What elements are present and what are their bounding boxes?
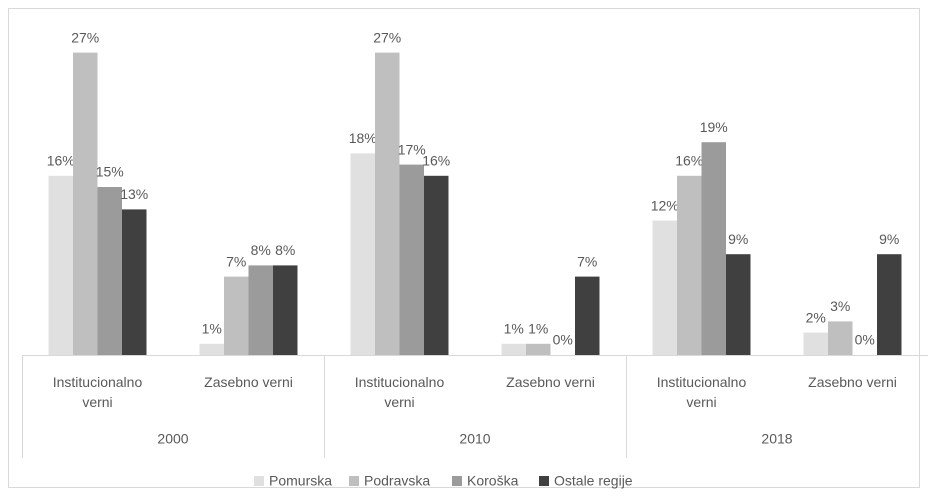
data-label: 0% bbox=[553, 332, 573, 348]
data-label: 1% bbox=[528, 321, 548, 337]
data-label: 7% bbox=[226, 253, 246, 269]
data-label: 7% bbox=[577, 253, 597, 269]
bar bbox=[803, 332, 828, 355]
data-label: 8% bbox=[275, 242, 295, 258]
data-label: 9% bbox=[879, 231, 899, 247]
bar bbox=[726, 254, 751, 355]
legend-swatch bbox=[539, 476, 549, 486]
legend-label: Podravska bbox=[364, 473, 430, 489]
bar bbox=[122, 209, 147, 355]
data-label: 2% bbox=[806, 309, 826, 325]
data-label: 15% bbox=[96, 164, 124, 180]
x-tick-label: Zasebno verni bbox=[808, 374, 897, 390]
data-label: 3% bbox=[830, 298, 850, 314]
legend-swatch bbox=[452, 476, 462, 486]
bar bbox=[652, 220, 677, 355]
bar bbox=[273, 265, 298, 355]
bar bbox=[701, 142, 726, 355]
data-label: 9% bbox=[728, 231, 748, 247]
chart-border bbox=[8, 8, 920, 488]
data-label: 18% bbox=[349, 130, 377, 146]
bar bbox=[73, 52, 98, 355]
x-tick-label: Zasebno verni bbox=[204, 374, 293, 390]
data-label: 19% bbox=[700, 119, 728, 135]
bar bbox=[399, 164, 424, 355]
data-label: 27% bbox=[373, 29, 401, 45]
bar bbox=[828, 321, 853, 355]
legend-label: Koroška bbox=[467, 473, 519, 489]
data-label: 12% bbox=[651, 197, 679, 213]
group-label: 2018 bbox=[761, 431, 792, 447]
data-label: 16% bbox=[675, 153, 703, 169]
bar bbox=[199, 343, 224, 355]
legend-swatch bbox=[254, 476, 264, 486]
x-tick-label: Institucionalno verni bbox=[354, 374, 445, 410]
x-tick-label: Zasebno verni bbox=[506, 374, 595, 390]
data-label: 1% bbox=[504, 321, 524, 337]
data-label: 17% bbox=[398, 141, 426, 157]
data-label: 8% bbox=[251, 242, 271, 258]
data-label: 16% bbox=[422, 153, 450, 169]
bar bbox=[350, 153, 375, 355]
bar bbox=[97, 187, 122, 355]
legend-label: Pomurska bbox=[269, 473, 332, 489]
data-label: 27% bbox=[71, 29, 99, 45]
bar bbox=[677, 175, 702, 355]
bar bbox=[575, 276, 600, 355]
bar bbox=[375, 52, 400, 355]
data-label: 13% bbox=[120, 186, 148, 202]
bar bbox=[424, 175, 449, 355]
bar bbox=[48, 175, 73, 355]
x-tick-label: Institucionalno verni bbox=[656, 374, 747, 410]
bar bbox=[526, 343, 551, 355]
data-label: 16% bbox=[47, 153, 75, 169]
group-label: 2010 bbox=[459, 431, 490, 447]
legend-label: Ostale regije bbox=[554, 473, 633, 489]
bar bbox=[501, 343, 526, 355]
group-label: 2000 bbox=[157, 431, 188, 447]
bar bbox=[248, 265, 273, 355]
data-label: 1% bbox=[202, 321, 222, 337]
bar bbox=[224, 276, 249, 355]
data-label: 0% bbox=[855, 332, 875, 348]
bar bbox=[877, 254, 902, 355]
x-tick-label: Institucionalno verni bbox=[52, 374, 143, 410]
legend-swatch bbox=[349, 476, 359, 486]
